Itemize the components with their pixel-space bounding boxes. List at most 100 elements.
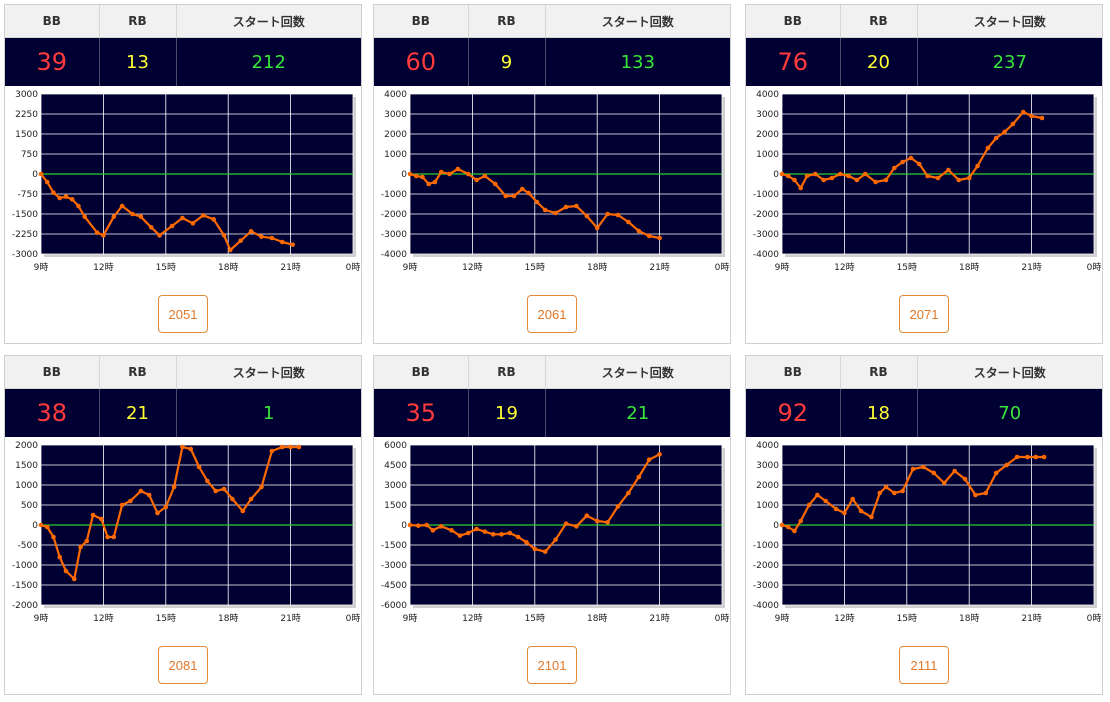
data-point xyxy=(993,135,999,141)
machine-number-button[interactable]: 2101 xyxy=(527,646,577,684)
data-point xyxy=(594,225,600,231)
data-point xyxy=(1004,462,1009,468)
stats-table: BB RB スタート回数 39 13 212 xyxy=(5,5,361,86)
y-tick-label: 0 xyxy=(773,521,779,531)
data-point xyxy=(424,522,429,528)
data-point xyxy=(190,221,196,226)
data-point xyxy=(211,217,216,222)
x-tick-label: 0時 xyxy=(1087,613,1102,624)
difference-chart: 4000 3000 2000 1000 0 -1000 -2000 -3000 -4000 9時 1… xyxy=(746,441,1102,641)
data-point xyxy=(188,446,194,452)
y-tick-label: 4000 xyxy=(384,90,407,100)
data-point xyxy=(973,492,978,498)
rb-count: 18 xyxy=(840,388,918,437)
machine-card: BB RB スタート回数 60 9 133 4000 3000 2000 1000 0 -… xyxy=(373,4,731,344)
data-point xyxy=(798,518,804,524)
y-tick-label: -1000 xyxy=(381,190,407,200)
data-point xyxy=(806,502,812,508)
machine-number-button[interactable]: 2051 xyxy=(158,295,208,333)
data-point xyxy=(507,530,513,536)
data-point xyxy=(952,468,957,474)
data-point xyxy=(785,173,791,179)
difference-chart: 4000 3000 2000 1000 0 -1000 -2000 -3000 -4000 9時 1… xyxy=(374,90,730,290)
start-count: 21 xyxy=(545,388,730,437)
start-count: 1 xyxy=(176,388,361,437)
y-tick-label: 3000 xyxy=(756,110,779,120)
data-point xyxy=(511,193,517,199)
data-point xyxy=(515,534,521,540)
difference-chart: 2000 1500 1000 500 0 -500 -1000 -1500 -2000 9時 12時… xyxy=(5,441,361,641)
data-point xyxy=(57,195,63,201)
data-point xyxy=(407,171,413,177)
machine-number-button[interactable]: 2081 xyxy=(158,646,208,684)
data-point xyxy=(925,173,930,179)
chart-svg: 4000 3000 2000 1000 0 -1000 -2000 -3000 -4000 9時 1… xyxy=(753,90,1102,273)
bb-header: BB xyxy=(746,356,841,389)
x-tick-label: 9時 xyxy=(775,613,790,624)
machine-number-button[interactable]: 2071 xyxy=(899,295,949,333)
data-point xyxy=(171,484,177,490)
x-tick-label: 0時 xyxy=(715,613,730,624)
data-point xyxy=(407,522,413,528)
data-point xyxy=(1041,454,1047,460)
data-point xyxy=(563,521,569,526)
data-point xyxy=(983,490,989,496)
data-point xyxy=(78,544,83,550)
difference-chart: 4000 3000 2000 1000 0 -1000 -2000 -3000 -4000 9時 1… xyxy=(746,90,1102,290)
data-point xyxy=(248,496,254,502)
data-point xyxy=(438,169,444,175)
data-point xyxy=(474,526,479,532)
machine-number-button[interactable]: 2061 xyxy=(527,295,577,333)
data-point xyxy=(200,213,206,218)
data-point xyxy=(57,554,63,560)
data-point xyxy=(815,492,820,498)
machine-number-button[interactable]: 2111 xyxy=(899,646,949,684)
data-point xyxy=(900,488,905,494)
data-point xyxy=(426,181,432,187)
y-tick-label: 0 xyxy=(32,170,38,180)
data-point xyxy=(279,239,285,245)
stats-table: BB RB スタート回数 92 18 70 xyxy=(746,356,1102,437)
data-point xyxy=(850,496,856,502)
data-point xyxy=(935,175,941,181)
data-point xyxy=(69,197,75,202)
data-point xyxy=(82,214,87,219)
x-tick-label: 12時 xyxy=(93,262,113,273)
data-point xyxy=(657,235,662,241)
y-tick-label: 4000 xyxy=(756,90,779,100)
data-point xyxy=(779,171,785,177)
y-tick-label: 1000 xyxy=(756,501,779,511)
data-point xyxy=(532,546,538,552)
stats-header-row: BB RB スタート回数 xyxy=(374,356,730,389)
y-tick-label: -1500 xyxy=(12,581,38,591)
bb-header: BB xyxy=(5,5,100,38)
data-point xyxy=(482,173,488,179)
stats-value-row: 35 19 21 xyxy=(374,388,730,437)
bb-header: BB xyxy=(746,5,841,38)
data-point xyxy=(169,223,175,229)
data-point xyxy=(812,171,818,177)
y-tick-label: 3000 xyxy=(384,481,407,491)
y-tick-label: -4000 xyxy=(753,601,779,611)
machine-card: BB RB スタート回数 92 18 70 4000 3000 2000 1000 0 -… xyxy=(745,355,1103,695)
data-point xyxy=(138,214,144,219)
start-count: 212 xyxy=(176,37,361,86)
data-point xyxy=(804,173,810,179)
x-tick-label: 9時 xyxy=(403,613,418,624)
y-tick-label: 2000 xyxy=(756,481,779,491)
data-point xyxy=(542,207,548,213)
y-tick-label: -1500 xyxy=(12,210,38,220)
rb-header: RB xyxy=(99,356,177,389)
stats-table: BB RB スタート回数 60 9 133 xyxy=(374,5,730,86)
data-point xyxy=(584,213,590,219)
y-tick-label: 2000 xyxy=(756,130,779,140)
data-point xyxy=(646,233,652,239)
data-point xyxy=(605,211,610,217)
y-tick-label: 3000 xyxy=(756,461,779,471)
data-point xyxy=(1025,454,1030,460)
data-point xyxy=(908,155,914,161)
data-point xyxy=(873,179,878,185)
y-tick-label: -2000 xyxy=(12,601,38,611)
machine-card: BB RB スタート回数 76 20 237 4000 3000 2000 1000 0… xyxy=(745,4,1103,344)
